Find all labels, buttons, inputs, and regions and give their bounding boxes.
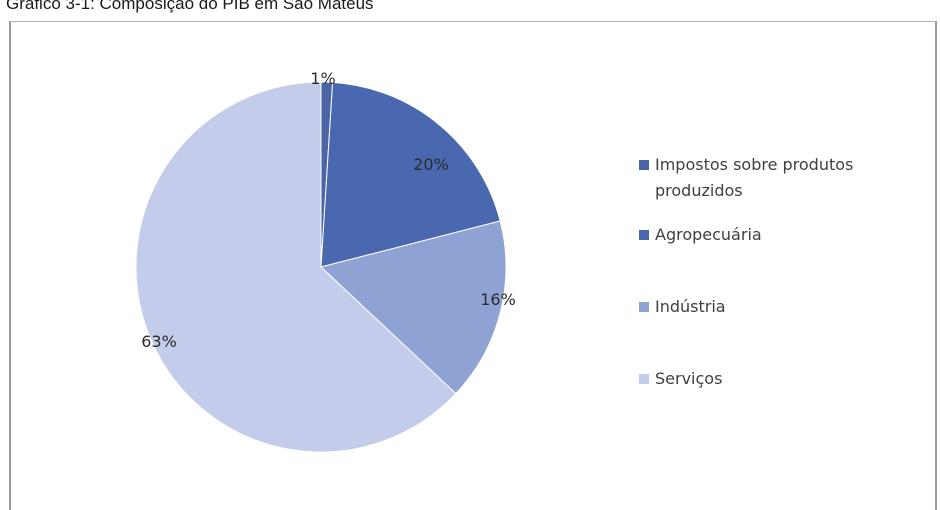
slice-label-2: 20% [413,155,449,174]
legend-swatch-1 [639,160,649,170]
slice-label-1: 1% [310,69,335,88]
pie-chart: 1% 20% 16% 63% Impostos sobre produtos produz… [135,69,853,453]
legend-label-2: Agropecuária [655,225,762,244]
legend-swatch-2 [639,230,649,240]
slice-label-4: 63% [141,332,177,351]
legend-swatch-3 [639,302,649,312]
legend-label-4: Serviços [655,369,722,388]
pie-slice-4 [135,81,457,453]
slice-label-3: 16% [480,290,516,309]
pie-slice-3 [319,220,507,395]
legend-label-1: produzidos [655,181,743,200]
legend-label-1: Impostos sobre produtos [655,155,853,174]
legend-swatch-4 [639,374,649,384]
chart-frame: 1% 20% 16% 63% Impostos sobre produtos produz… [9,21,937,510]
chart-caption: Gráfico 3-1: Composição do PIB em São Ma… [6,0,374,13]
pie-slice-2 [320,81,501,268]
legend-label-3: Indústria [655,297,726,316]
